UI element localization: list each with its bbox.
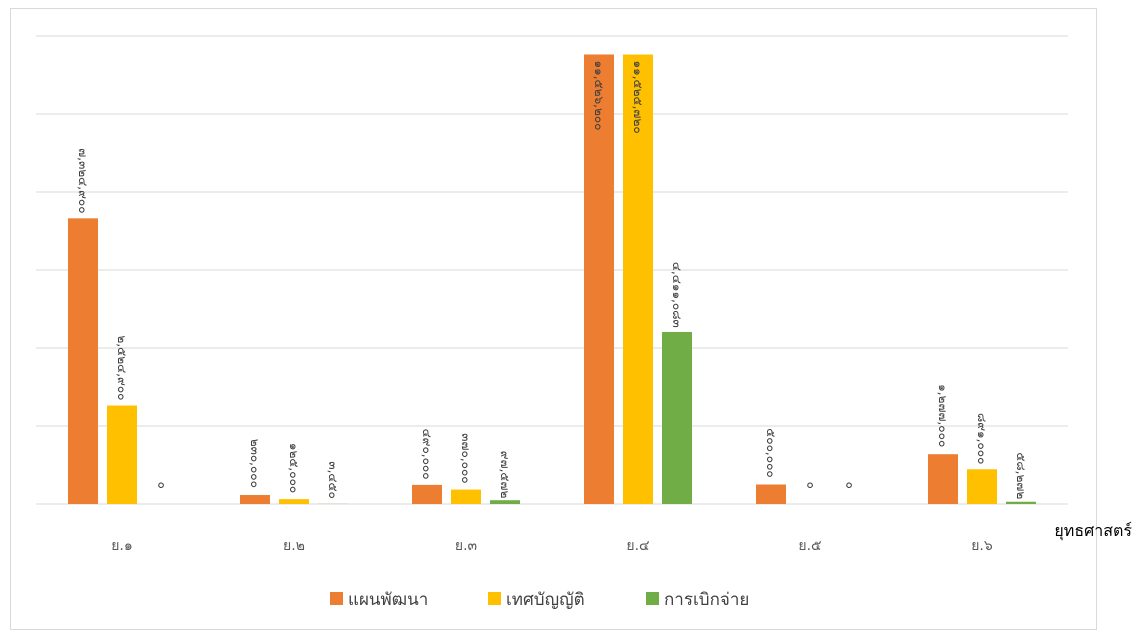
data-label: ๐ [157, 477, 164, 491]
x-tick-label: ย.๔ [626, 538, 649, 554]
bar [490, 500, 520, 504]
x-tick-label: ย.๒ [283, 538, 305, 554]
data-label: ๑๑,๕๒๖,๒๐๐ [592, 60, 606, 130]
data-label: ๒,๕๒๔,๙๐๐ [115, 335, 129, 400]
legend-swatch [646, 592, 659, 605]
data-label: ๙๗,๕๗๒ [498, 451, 512, 499]
data-label: ๓๗๐,๐๐๐ [459, 433, 473, 483]
bar [967, 469, 997, 504]
legend-label: แผนพัฒนา [348, 590, 428, 610]
bar [451, 489, 481, 504]
bar [662, 331, 692, 504]
bar [928, 454, 958, 504]
bar [107, 405, 137, 504]
data-label: ๘๙๑,๐๐๐ [975, 413, 989, 464]
legend-label: เทศบัญญัติ [506, 590, 585, 610]
x-tick-label: ย.๓ [455, 538, 477, 554]
legend-swatch [488, 592, 501, 605]
bar [279, 499, 309, 504]
bar [412, 484, 442, 504]
legend-swatch [330, 592, 343, 605]
x-tick-label: ย.๖ [971, 538, 993, 554]
data-label: ๓,๔๕๐ [326, 461, 340, 499]
chart-area [10, 8, 1097, 630]
x-tick-label: ย.๕ [798, 538, 821, 554]
data-label: ๕๘,๒๗๒ [1014, 452, 1028, 499]
bar [1006, 501, 1036, 504]
data-label: ๑,๒๗๗,๐๐๐ [936, 384, 950, 447]
bar [240, 495, 270, 504]
bar [623, 54, 653, 505]
x-axis-title: ยุทธศาสตร์ [1054, 521, 1132, 541]
data-label: ๕๐๐,๐๐๐ [764, 428, 778, 478]
x-tick-label: ย.๑ [111, 538, 133, 554]
data-label: ๒๓๐,๐๐๐ [248, 439, 262, 488]
data-label: ๔๙๐,๐๐๐ [420, 429, 434, 480]
data-label: ๗,๓๒๔,๙๐๐ [76, 148, 90, 213]
bar [756, 484, 786, 504]
legend-label: การเบิกจ่าย [664, 590, 749, 610]
data-label: ๑๑,๕๒๕,๗๒๐ [631, 60, 645, 133]
data-label: ๔,๔๑๑,๐๘๓ [670, 262, 684, 328]
bar [584, 54, 614, 504]
data-label: ๐ [845, 477, 852, 491]
data-label: ๐ [806, 477, 813, 491]
data-label: ๑๒๕,๐๐๐ [287, 443, 301, 493]
bar [68, 218, 98, 504]
